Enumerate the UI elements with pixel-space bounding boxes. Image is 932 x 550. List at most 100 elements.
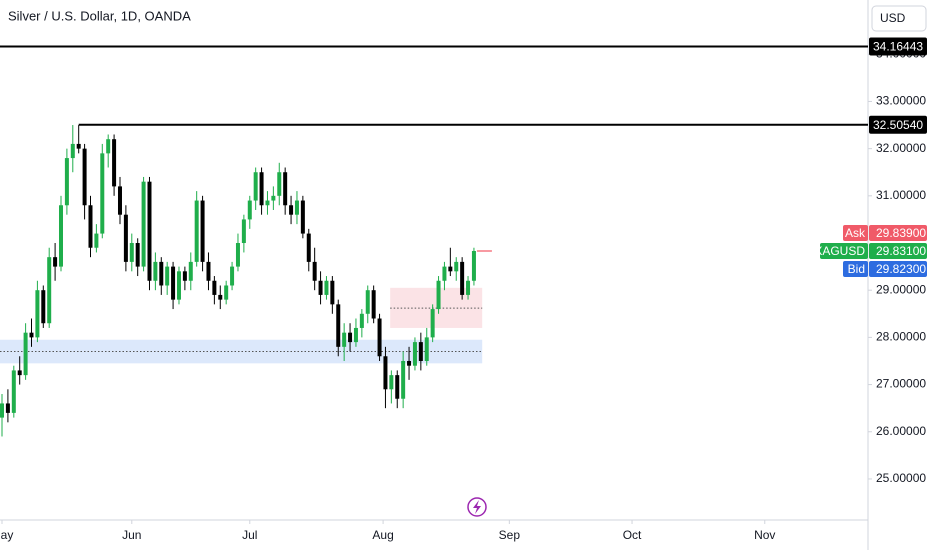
y-tick-label: 32.00000	[876, 141, 926, 155]
candle-body	[171, 266, 176, 300]
candle-body	[200, 200, 205, 262]
candle-body	[330, 280, 335, 305]
candle-body	[212, 280, 217, 295]
candle-body	[253, 172, 258, 201]
candle-body	[165, 266, 170, 286]
zone	[0, 339, 483, 364]
price-tag-name: XAGUSD	[814, 244, 865, 258]
price-tag-label: 29.83900	[876, 226, 926, 240]
x-tick-label: Nov	[754, 528, 775, 542]
candle-body	[100, 153, 105, 234]
candle-body	[407, 360, 412, 366]
candle-body	[259, 172, 264, 206]
price-tag-name-box	[843, 224, 868, 241]
candle-body	[0, 403, 5, 418]
x-tick-label: Aug	[372, 528, 393, 542]
y-tick-label: 33.00000	[876, 94, 926, 108]
candle-body	[94, 233, 99, 248]
price-tag-name-box	[820, 242, 868, 259]
candle-body	[424, 337, 429, 361]
candle-body	[241, 219, 246, 244]
x-tick-label: Sep	[499, 528, 521, 542]
candle-body	[235, 243, 240, 267]
price-tag-box	[869, 260, 927, 277]
candle-body	[41, 290, 46, 324]
candle-body	[58, 205, 63, 267]
candle-body	[64, 158, 69, 206]
candle-body	[353, 327, 358, 343]
candle-body	[153, 261, 158, 281]
candle-body	[389, 375, 394, 390]
y-tick-label: 28.00000	[876, 330, 926, 344]
candle-body	[123, 214, 128, 262]
candle-body	[454, 261, 459, 272]
price-tag-label: 29.83100	[876, 244, 926, 258]
lightning-icon[interactable]	[467, 497, 487, 517]
candle-body	[76, 143, 81, 149]
candle-body	[460, 261, 465, 295]
currency-button[interactable]	[871, 5, 927, 32]
price-tag-name: Bid	[848, 262, 865, 276]
candle-body	[371, 290, 376, 319]
price-tag-box	[869, 242, 927, 259]
level-label: 34.16443	[873, 40, 923, 54]
y-tick-label: 31.00000	[876, 188, 926, 202]
candle-body	[383, 356, 388, 390]
candle-body	[117, 186, 122, 215]
candle-body	[188, 261, 193, 281]
y-tick-label: 26.00000	[876, 424, 926, 438]
candle-body	[342, 332, 347, 347]
candle-body	[289, 205, 294, 215]
plot	[0, 125, 492, 437]
candle-body	[147, 181, 152, 281]
candle-body	[277, 172, 282, 196]
candle-body	[448, 266, 453, 272]
price-tag-box	[869, 224, 927, 241]
candle-body	[135, 243, 140, 267]
price-tag-name-box	[843, 260, 868, 277]
level-label: 32.50540	[873, 118, 923, 132]
candle-body	[159, 261, 164, 286]
candle-body	[82, 148, 87, 206]
candle-body	[206, 261, 211, 281]
candle-body	[466, 280, 471, 295]
y-tick-label: 25.00000	[876, 471, 926, 485]
candle-body	[294, 200, 299, 215]
candle-body	[312, 261, 317, 281]
candle-body	[106, 139, 111, 154]
candle-body	[471, 250, 476, 281]
level-tag	[869, 37, 927, 56]
candle-body	[265, 200, 270, 206]
candle-body	[224, 285, 229, 300]
x-tick-label: Jun	[122, 528, 141, 542]
candle-body	[418, 342, 423, 361]
candle-body	[300, 200, 305, 234]
candle-body	[17, 370, 22, 376]
candle-body	[23, 332, 28, 376]
x-tick-label: May	[0, 528, 13, 542]
candle-body	[194, 200, 199, 262]
candle-body	[430, 309, 435, 338]
price-tag-label: 29.82300	[876, 262, 926, 276]
candle-body	[436, 280, 441, 310]
candle-body	[401, 360, 406, 399]
candle-body	[306, 233, 311, 262]
candle-body	[230, 266, 235, 286]
candle-body	[129, 243, 134, 262]
candle-body	[377, 318, 382, 357]
currency-label[interactable]: USD	[880, 11, 906, 25]
candle-body	[11, 370, 16, 413]
candle-body	[247, 200, 252, 220]
candle-body	[47, 257, 52, 324]
candle-body	[218, 294, 223, 300]
y-tick-label: 27.00000	[876, 377, 926, 391]
candle-body	[283, 172, 288, 206]
candle-body	[336, 304, 341, 347]
candle-body	[88, 205, 93, 248]
candle-body	[271, 195, 276, 201]
candle-body	[176, 271, 181, 300]
candle-body	[442, 266, 447, 281]
candle-body	[359, 313, 364, 328]
candle-body	[324, 280, 329, 295]
